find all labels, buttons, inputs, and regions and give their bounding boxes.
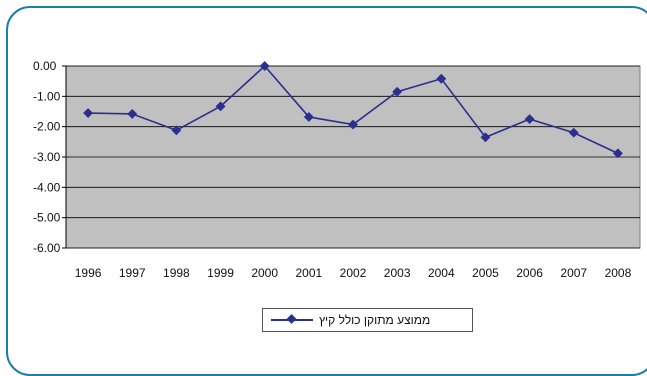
data-point: [524, 114, 535, 125]
y-tick-label: -6.00: [33, 241, 61, 255]
line-chart: 0.00-1.00-2.00-3.00-4.00-5.00-6.00 1996 1…: [33, 59, 641, 280]
y-axis-ticks: 0.00 -1.00 -2.00 -3.00 -4.00 -5.00 -6.00: [33, 59, 61, 255]
x-tick-label: 2000: [251, 266, 278, 280]
x-tick-label: 1998: [163, 266, 190, 280]
data-point: [83, 108, 94, 118]
x-tick-label: 2006: [516, 266, 543, 280]
legend-label: ממוצע מתוקן כולל קיץ: [319, 313, 431, 327]
legend: ממוצע מתוקן כולל קיץ: [262, 308, 473, 332]
data-point: [480, 132, 491, 143]
x-axis-ticks: 1996 1997 1998 1999 2000 2001 2002 2003 2004 2005…: [75, 266, 632, 280]
x-tick-label: 1997: [119, 266, 146, 280]
x-tick-label: 2008: [605, 266, 632, 280]
x-tick-label: 1996: [75, 266, 102, 280]
y-tick-label: -3.00: [33, 150, 61, 164]
y-tick-label: -1.00: [33, 89, 61, 103]
x-tick-label: 2002: [340, 266, 367, 280]
x-tick-label: 2003: [384, 266, 411, 280]
x-tick-label: 2007: [560, 266, 587, 280]
y-tick-label: -2.00: [33, 120, 61, 134]
data-point: [127, 108, 138, 119]
data-point: [612, 148, 623, 159]
y-tick-label: 0.00: [33, 59, 57, 73]
y-tick-label: -5.00: [33, 211, 61, 225]
data-point: [171, 125, 182, 136]
legend-marker: [269, 314, 315, 326]
data-point: [215, 101, 226, 112]
y-tick-label: -4.00: [33, 180, 61, 194]
x-tick-label: 2004: [428, 266, 455, 280]
data-point: [568, 127, 579, 138]
x-tick-label: 2005: [472, 266, 499, 280]
x-tick-label: 2001: [295, 266, 322, 280]
x-tick-label: 1999: [207, 266, 234, 280]
